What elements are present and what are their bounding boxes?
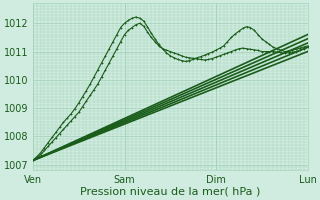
X-axis label: Pression niveau de la mer( hPa ): Pression niveau de la mer( hPa ) [80,187,260,197]
